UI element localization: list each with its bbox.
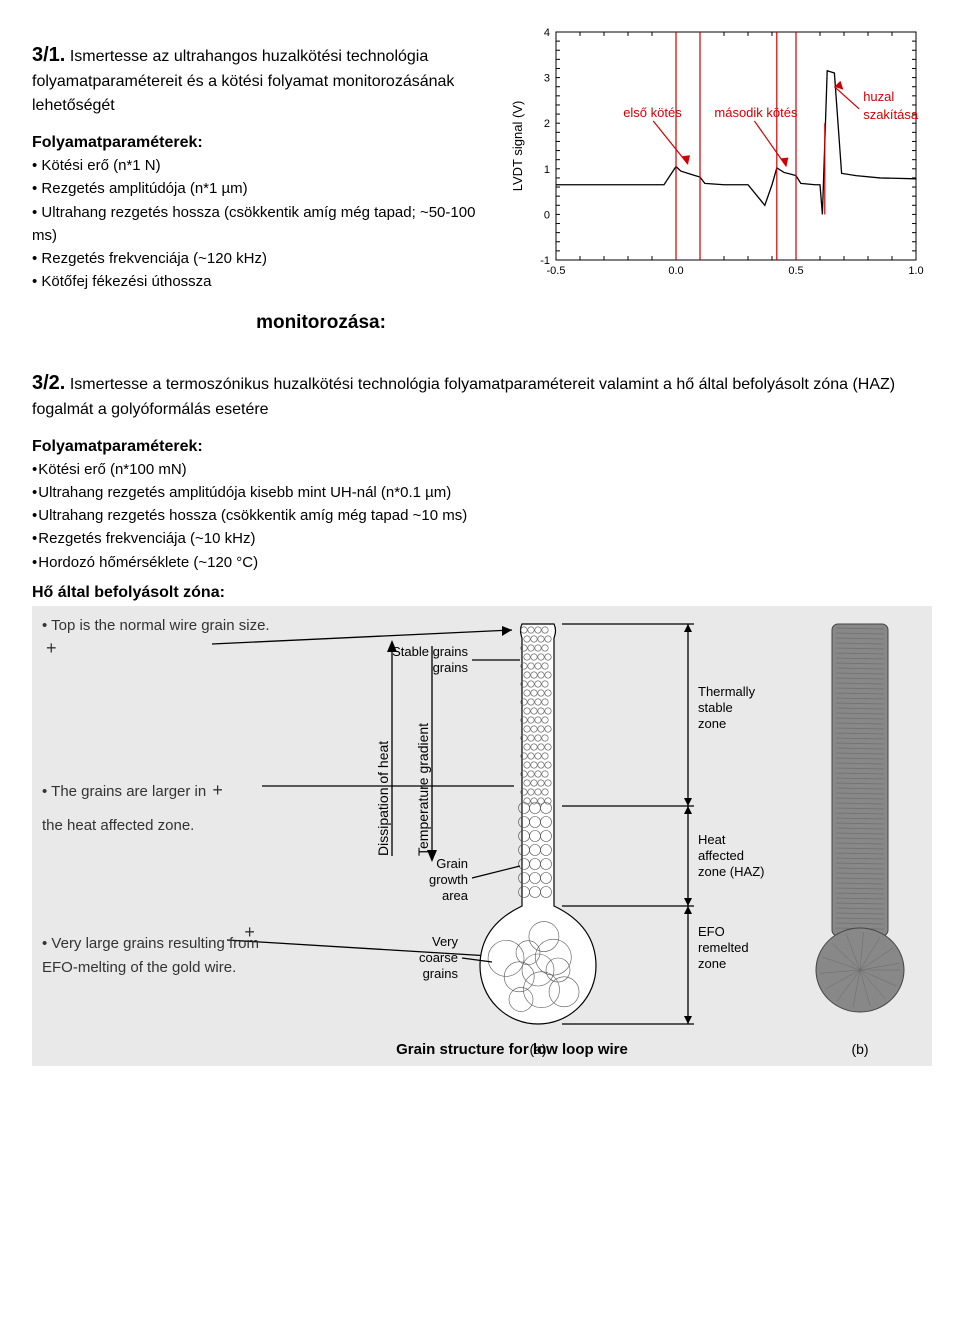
svg-text:(a): (a) [529,1041,546,1057]
svg-text:(b): (b) [851,1041,868,1057]
list-item: Rezgetés frekvenciája (~10 kHz) [32,527,928,550]
svg-text:Heat: Heat [698,832,726,847]
q1-block: 3/1. Ismertesse az ultrahangos huzalköté… [32,24,928,334]
list-item: Rezgetés frekvenciája (~120 kHz) [32,247,490,270]
q2-prompt: Ismertesse a termoszónikus huzalkötési t… [32,376,895,418]
q2-block: 3/2. Ismertesse a termoszónikus huzalköt… [32,368,928,1066]
svg-text:első kötés: első kötés [623,105,682,120]
svg-text:0.5: 0.5 [788,265,803,277]
svg-text:Dissipation of heat: Dissipation of heat [375,740,391,855]
svg-text:2: 2 [544,118,550,130]
svg-text:affected: affected [698,848,744,863]
haz-note-1-text: Top is the normal wire grain size. [51,617,269,634]
svg-text:LVDT signal (V): LVDT signal (V) [510,101,525,192]
svg-text:1.0: 1.0 [908,265,923,277]
svg-text:remelted: remelted [698,940,749,955]
q1-prompt: Ismertesse az ultrahangos huzalkötési te… [32,48,454,114]
svg-text:Very: Very [432,934,459,949]
svg-text:Thermally: Thermally [698,684,756,699]
svg-text:0: 0 [544,209,550,221]
svg-text:Stable grains: Stable grains [392,644,468,659]
list-item: Hordozó hőmérséklete (~120 °C) [32,551,928,574]
q1-left: 3/1. Ismertesse az ultrahangos huzalköté… [32,24,490,334]
svg-text:grains: grains [433,660,469,675]
svg-text:coarse: coarse [419,950,458,965]
svg-text:EFO: EFO [698,924,725,939]
haz-note-2-text: The grains are larger in [51,783,206,800]
svg-text:3: 3 [544,73,550,85]
list-item: Ultrahang rezgetés hossza (csökkentik am… [32,201,490,248]
svg-text:1: 1 [544,164,550,176]
q2-prompt-wrap: 3/2. Ismertesse a termoszónikus huzalköt… [32,368,928,422]
svg-text:zone: zone [698,716,726,731]
svg-text:stable: stable [698,700,733,715]
svg-text:area: area [442,888,469,903]
haz-diagram: Dissipation of heat Temperature gradient S… [32,606,932,1066]
q2-params-heading: Folyamatparaméterek: [32,438,928,456]
list-item: Kötési erő (n*100 mN) [32,458,928,481]
q2-haz-heading: Hő által befolyásolt zóna: [32,584,928,602]
svg-text:Grain: Grain [436,856,468,871]
list-item: Rezgetés amplitúdója (n*1 µm) [32,177,490,200]
list-item: Kötőfej fékezési úthossza [32,270,490,293]
list-item: Ultrahang rezgetés hossza (csökkentik am… [32,504,928,527]
svg-text:második kötés: második kötés [714,105,798,120]
svg-text:szakítása: szakítása [863,107,919,122]
haz-note-1: • Top is the normal wire grain size. + [42,616,272,661]
q1-monitor-heading: monitorozása: [152,312,490,334]
haz-note-2: • The grains are larger in + [42,778,223,802]
svg-text:0.0: 0.0 [668,265,683,277]
lvdt-chart: -0.50.00.51.0-101234LVDT signal (V)első … [508,24,928,284]
haz-note-4: • Very large grains resulting from EFO-m… [42,934,272,979]
q2-number: 3/2. [32,372,65,394]
q1-params-list: Kötési erő (n*1 N) Rezgetés amplitúdója … [32,154,490,294]
svg-text:growth: growth [429,872,468,887]
svg-text:zone: zone [698,956,726,971]
q1-chart-wrap: -0.50.00.51.0-101234LVDT signal (V)első … [508,24,928,288]
q1-prompt-wrap: 3/1. Ismertesse az ultrahangos huzalköté… [32,40,490,118]
list-item: Ultrahang rezgetés amplitúdója kisebb mi… [32,481,928,504]
svg-text:Temperature gradient: Temperature gradient [415,723,431,856]
svg-text:grains: grains [423,966,459,981]
svg-text:-1: -1 [540,255,550,267]
svg-text:huzal: huzal [863,89,894,104]
svg-text:zone (HAZ): zone (HAZ) [698,864,764,879]
haz-note-4-text: Very large grains resulting from EFO-mel… [42,935,259,976]
q1-number: 3/1. [32,44,65,66]
q2-params-list: Kötési erő (n*100 mN) Ultrahang rezgetés… [32,458,928,574]
svg-text:Grain structure for low loop w: Grain structure for low loop wire [396,1041,628,1058]
list-item: Kötési erő (n*1 N) [32,154,490,177]
svg-text:4: 4 [544,27,550,39]
q1-params-heading: Folyamatparaméterek: [32,134,490,152]
haz-note-3: the heat affected zone. [42,816,194,836]
